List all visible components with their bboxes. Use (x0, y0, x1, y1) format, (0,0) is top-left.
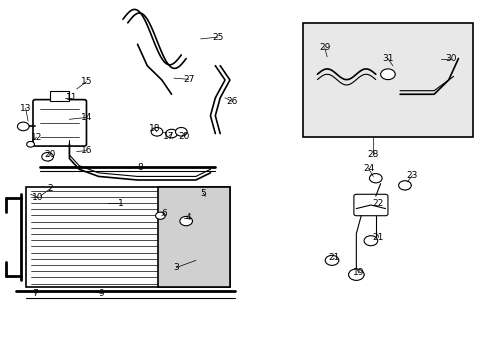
Text: 27: 27 (183, 75, 194, 84)
Text: 22: 22 (372, 199, 383, 208)
Text: 28: 28 (367, 150, 378, 159)
Text: 30: 30 (445, 54, 456, 63)
Text: 13: 13 (20, 104, 31, 113)
Text: 10: 10 (32, 193, 43, 202)
Text: 21: 21 (328, 253, 340, 262)
Text: 23: 23 (406, 171, 417, 180)
Text: 20: 20 (178, 131, 189, 140)
Text: 4: 4 (185, 213, 191, 222)
FancyBboxPatch shape (33, 100, 86, 146)
Text: 9: 9 (98, 289, 104, 298)
Circle shape (380, 69, 394, 80)
Text: 3: 3 (173, 263, 179, 272)
Text: 15: 15 (81, 77, 92, 86)
Text: 17: 17 (163, 131, 175, 140)
Text: 20: 20 (44, 150, 56, 159)
Circle shape (364, 236, 377, 246)
Bar (26, 187, 229, 287)
Circle shape (18, 122, 29, 131)
Circle shape (155, 212, 165, 219)
FancyBboxPatch shape (353, 194, 387, 216)
Circle shape (369, 174, 381, 183)
Text: 19: 19 (352, 268, 364, 277)
Text: 21: 21 (372, 233, 383, 242)
Text: 24: 24 (362, 164, 373, 173)
Bar (50, 91, 69, 102)
Circle shape (325, 255, 338, 265)
Text: 31: 31 (382, 54, 393, 63)
Text: 1: 1 (118, 199, 123, 208)
Bar (158, 187, 229, 287)
Circle shape (180, 216, 192, 226)
Text: 8: 8 (137, 163, 142, 172)
Text: 16: 16 (81, 146, 92, 155)
Circle shape (398, 181, 410, 190)
Text: 7: 7 (33, 289, 38, 298)
Circle shape (151, 127, 163, 136)
Circle shape (348, 269, 364, 280)
Circle shape (175, 127, 187, 136)
Text: 18: 18 (148, 125, 160, 134)
Circle shape (165, 129, 177, 138)
Text: 5: 5 (200, 189, 205, 198)
Text: 26: 26 (226, 97, 238, 106)
Circle shape (27, 141, 34, 147)
Text: 2: 2 (47, 184, 53, 193)
Bar (302, 23, 472, 137)
Text: 11: 11 (66, 93, 78, 102)
Text: 6: 6 (161, 210, 167, 219)
Text: 12: 12 (31, 132, 42, 141)
Circle shape (41, 153, 53, 161)
Text: 25: 25 (212, 33, 223, 42)
Text: 29: 29 (318, 43, 330, 52)
Text: 14: 14 (81, 113, 92, 122)
